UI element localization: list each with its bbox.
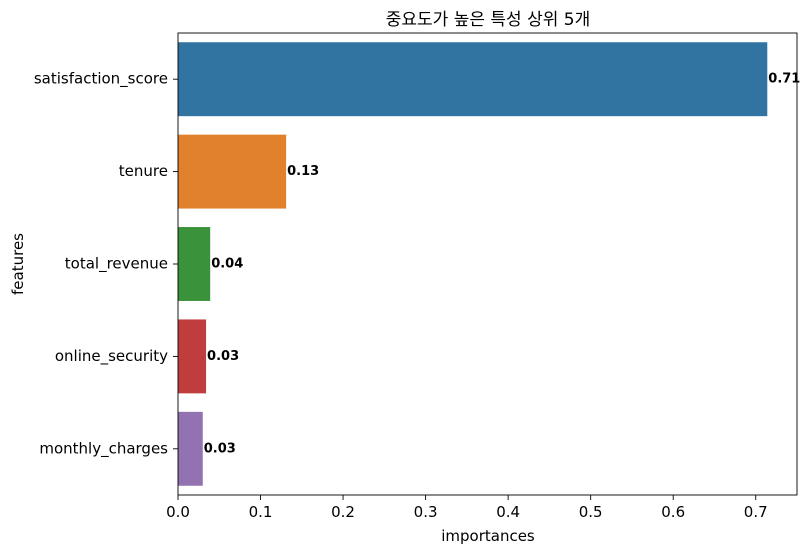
y-tick-label-total-revenue: total_revenue bbox=[65, 255, 168, 274]
data-label-monthly-charges: 0.03 bbox=[204, 441, 236, 456]
bar-online-security bbox=[178, 319, 207, 394]
x-axis-label: importances bbox=[441, 527, 535, 545]
x-tick-label: 0.3 bbox=[414, 503, 438, 521]
y-tick-label-tenure: tenure bbox=[119, 162, 168, 180]
data-labels-group: 0.71 0.13 0.04 0.03 0.03 bbox=[204, 72, 801, 457]
y-tick-label-monthly-charges: monthly_charges bbox=[39, 439, 168, 458]
x-tick-label: 0.5 bbox=[579, 503, 603, 521]
plot-frame bbox=[177, 32, 798, 496]
x-tick-label: 0.7 bbox=[744, 503, 768, 521]
bar-total-revenue bbox=[178, 227, 211, 301]
bar-satisfaction-score bbox=[178, 42, 768, 117]
x-tick-label: 0.2 bbox=[331, 503, 355, 521]
x-tick-label: 0.6 bbox=[661, 503, 685, 521]
data-label-online-security: 0.03 bbox=[207, 349, 239, 364]
x-tick-label: 0.4 bbox=[496, 503, 520, 521]
x-axis-ticks: 0.0 0.1 0.2 0.3 0.4 0.5 0.6 0.7 bbox=[166, 495, 768, 521]
data-label-total-revenue: 0.04 bbox=[211, 257, 243, 272]
data-label-satisfaction-score: 0.71 bbox=[768, 72, 800, 87]
chart-title: 중요도가 높은 특성 상위 5개 bbox=[386, 10, 590, 30]
y-axis-label: features bbox=[9, 233, 27, 295]
y-tick-label-satisfaction-score: satisfaction_score bbox=[34, 70, 168, 89]
y-tick-label-online-security: online_security bbox=[55, 347, 168, 366]
bar-tenure bbox=[178, 134, 287, 209]
bars-group bbox=[178, 42, 768, 486]
x-tick-label: 0.0 bbox=[166, 503, 190, 521]
data-label-tenure: 0.13 bbox=[287, 164, 319, 179]
bar-monthly-charges bbox=[178, 411, 203, 486]
x-tick-label: 0.1 bbox=[249, 503, 273, 521]
